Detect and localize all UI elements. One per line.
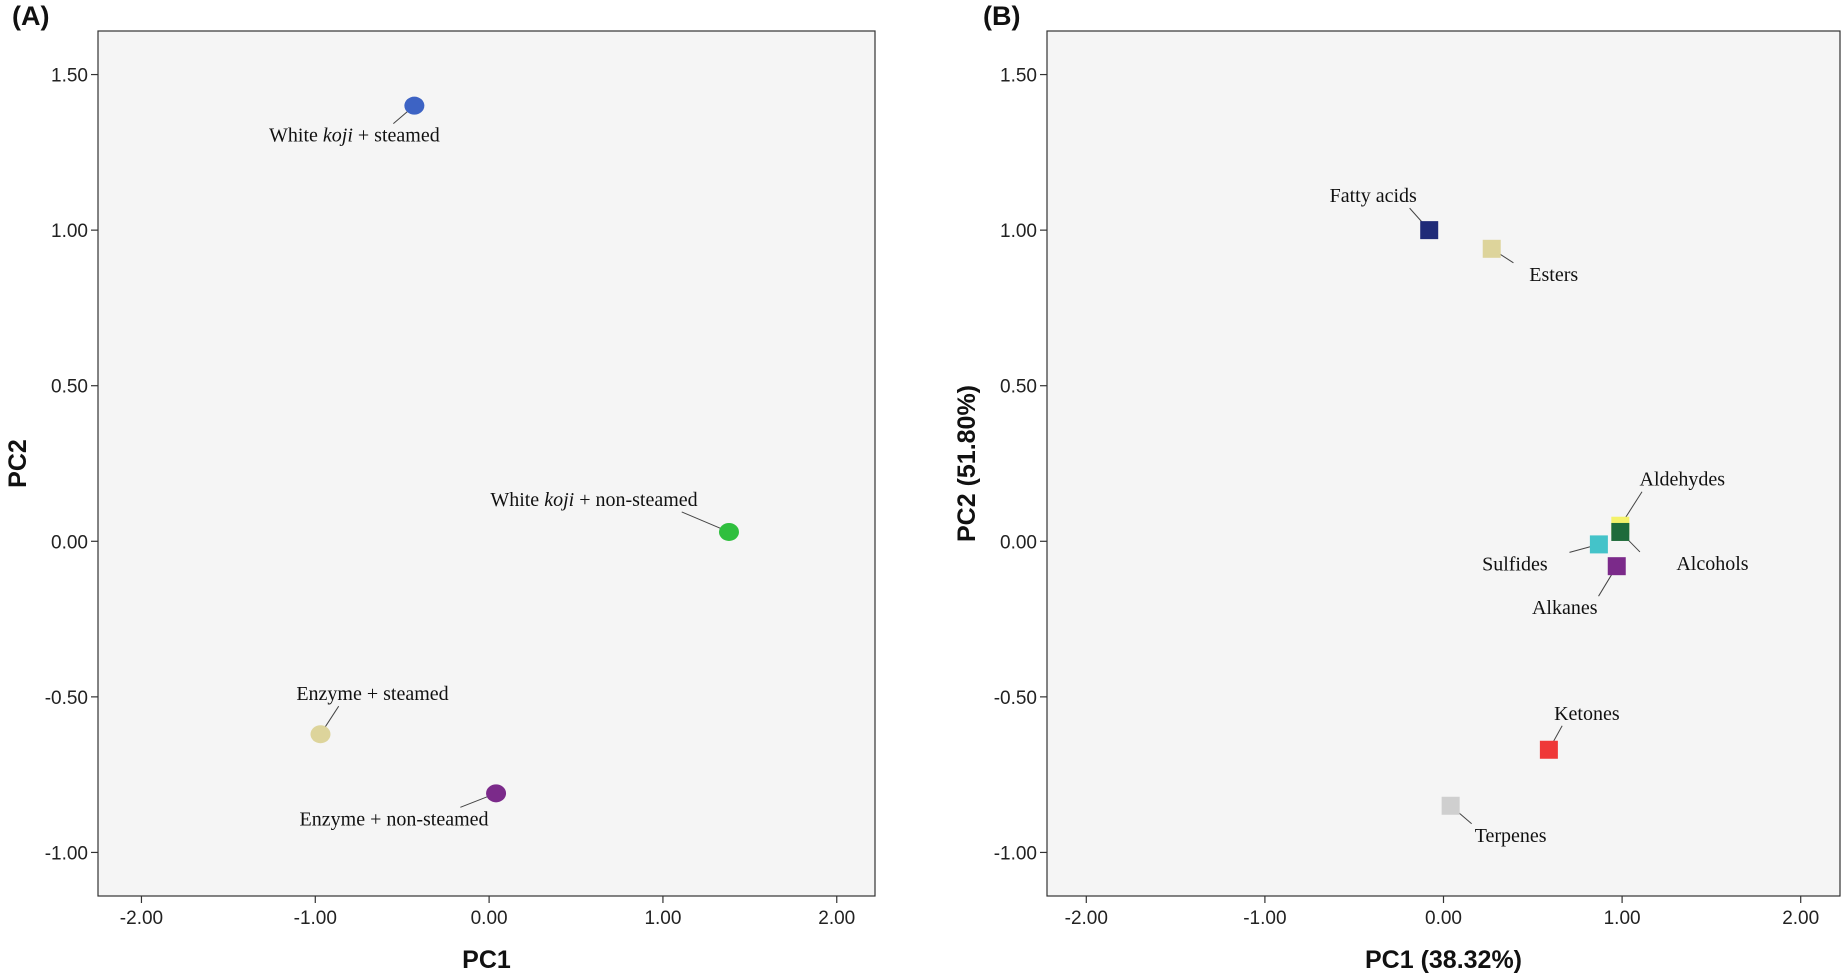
panel-a-label-white-koji-non-steamed: White koji + non-steamed <box>490 489 697 511</box>
panel-a-point-enzyme-steamed <box>310 725 331 744</box>
panel-a-y-tick-label: 1.50 <box>51 66 88 87</box>
panel-b-label-terpenes: Terpenes <box>1475 825 1547 847</box>
panel-a-x-tick-label: -2.00 <box>120 908 163 929</box>
panel-b-y-tick-label: 1.00 <box>1000 221 1037 242</box>
panel-a-plot-area <box>97 30 876 897</box>
panel-b-label-ketones: Ketones <box>1554 703 1620 725</box>
panel-b-x-tick-label: 2.00 <box>1782 908 1819 929</box>
panel-a-y-tick-label: 0.50 <box>51 377 88 398</box>
panel-b-y-tick-label: -1.00 <box>994 843 1037 864</box>
panel-a-x-axis-label: PC1 <box>462 946 511 974</box>
panel-b-y-tick-label: -0.50 <box>994 688 1037 709</box>
panel-b-point-ketones <box>1539 740 1558 759</box>
panel-b-point-esters <box>1482 239 1501 258</box>
panel-a-y-tick-label: 1.00 <box>51 221 88 242</box>
panel-b-point-terpenes <box>1441 796 1460 815</box>
panel-b-point-alkanes <box>1607 557 1626 576</box>
panel-b-x-tick-label: -2.00 <box>1065 908 1108 929</box>
panel-a-y-tick-label: -1.00 <box>45 843 88 864</box>
panel-a-point-enzyme-non-steamed <box>486 784 507 803</box>
panel-b-x-tick-label: 0.00 <box>1425 908 1462 929</box>
panel-b-point-alcohols <box>1611 522 1630 541</box>
panel-b-label-fatty-acids: Fatty acids <box>1330 185 1417 207</box>
panel-b-x-tick-label: 1.00 <box>1604 908 1641 929</box>
panel-a: (A) -2.00 -1.00 0.00 1.00 2.00 -1.00 -0.50 0.00 0… <box>4 1 876 974</box>
panel-a-point-white-koji-steamed <box>404 96 425 115</box>
panel-b-y-axis-label: PC2 (51.80%) <box>953 385 981 542</box>
panel-a-label-enzyme-steamed: Enzyme + steamed <box>296 683 448 705</box>
panel-b-x-tick-label: -1.00 <box>1243 908 1286 929</box>
panel-b-y-tick-label: 1.50 <box>1000 66 1037 87</box>
panel-a-x-tick-label: -1.00 <box>294 908 337 929</box>
panel-b: (B) -2.00 -1.00 0.00 1.00 2.00 -1.00 -0.50 0.00 0… <box>953 1 1841 974</box>
panel-b-point-sulfides <box>1589 535 1608 554</box>
panel-a-y-axis-label: PC2 <box>4 439 32 488</box>
panel-b-label-sulfides: Sulfides <box>1482 553 1548 575</box>
panel-b-y-tick-label: 0.50 <box>1000 377 1037 398</box>
panel-a-point-white-koji-non-steamed <box>718 522 739 541</box>
panel-b-x-axis-label: PC1 (38.32%) <box>1365 946 1522 974</box>
panel-b-label-alkanes: Alkanes <box>1532 597 1598 619</box>
panel-a-x-tick-label: 2.00 <box>818 908 855 929</box>
panel-b-point-fatty-acids <box>1420 221 1439 240</box>
panel-b-y-tick-label: 0.00 <box>1000 532 1037 553</box>
panel-a-letter: (A) <box>12 1 49 31</box>
panel-a-y-tick-label: 0.00 <box>51 532 88 553</box>
panel-b-label-alcohols: Alcohols <box>1676 553 1748 575</box>
panel-a-x-tick-label: 0.00 <box>471 908 508 929</box>
panel-a-y-tick-label: -0.50 <box>45 688 88 709</box>
panel-a-x-tick-label: 1.00 <box>644 908 681 929</box>
panel-a-label-enzyme-non-steamed: Enzyme + non-steamed <box>300 808 489 830</box>
panel-b-label-aldehydes: Aldehydes <box>1640 469 1726 491</box>
panel-a-label-white-koji-steamed: White koji + steamed <box>269 125 440 147</box>
panel-b-letter: (B) <box>983 1 1020 31</box>
panel-b-label-esters: Esters <box>1529 264 1578 286</box>
panel-b-plot-area <box>1046 30 1841 897</box>
